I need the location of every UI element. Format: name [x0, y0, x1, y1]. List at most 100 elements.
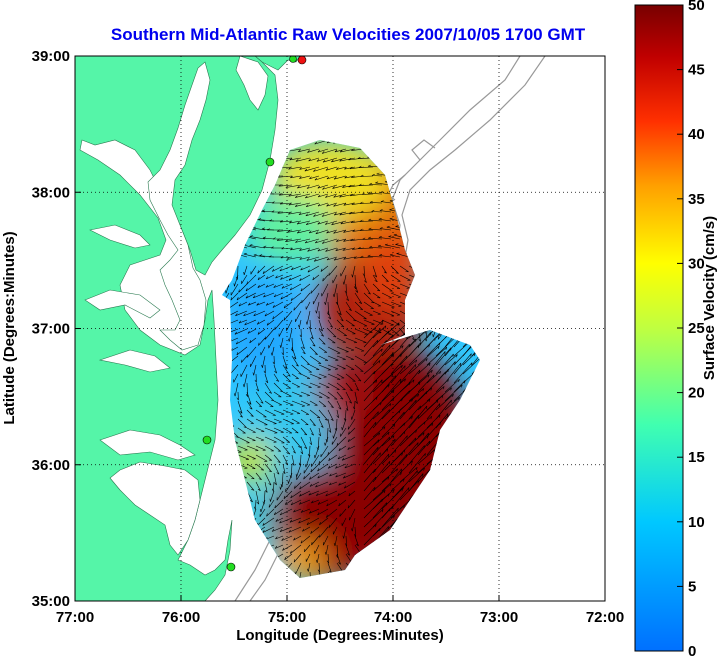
velocity-arrow	[297, 148, 311, 153]
velocity-arrow	[314, 544, 320, 554]
velocity-arrow	[275, 517, 284, 522]
velocity-arrow	[273, 373, 280, 382]
velocity-arrow	[363, 452, 381, 474]
velocity-arrow	[264, 481, 268, 493]
velocity-arrow	[264, 328, 275, 340]
velocity-arrow	[332, 274, 338, 284]
velocity-arrow	[307, 445, 311, 457]
velocity-arrow	[277, 211, 293, 214]
velocity-arrow	[236, 346, 248, 356]
velocity-arrow	[318, 328, 324, 337]
velocity-arrow	[327, 319, 333, 328]
velocity-arrow	[390, 274, 401, 282]
colorbar-tick-label: 15	[688, 449, 705, 466]
velocity-arrow	[288, 193, 302, 197]
velocity-arrow	[309, 328, 314, 340]
velocity-arrow	[399, 364, 416, 384]
velocity-arrow	[367, 191, 383, 195]
velocity-arrow	[266, 228, 283, 231]
velocity-arrow	[363, 292, 375, 304]
velocity-arrow	[408, 405, 421, 420]
station-marker	[289, 56, 297, 63]
velocity-arrow	[331, 220, 347, 226]
velocity-arrow	[282, 436, 290, 443]
velocity-arrow	[273, 400, 283, 406]
velocity-arrow	[309, 364, 320, 370]
velocity-arrow	[363, 319, 375, 325]
velocity-arrow	[266, 319, 275, 326]
velocity-arrow	[306, 184, 320, 189]
velocity-arrow	[379, 209, 392, 213]
velocity-arrow	[269, 490, 275, 502]
velocity-arrow	[262, 265, 275, 274]
velocity-arrow	[372, 325, 387, 339]
velocity-arrow	[408, 453, 426, 474]
velocity-arrow	[270, 246, 283, 249]
velocity-arrow	[271, 346, 275, 356]
velocity-arrow	[399, 480, 419, 501]
velocity-arrow	[321, 283, 329, 297]
velocity-arrow	[338, 499, 347, 507]
x-tick-label: 73:00	[480, 609, 518, 626]
velocity-arrow	[273, 418, 282, 423]
velocity-arrow	[237, 409, 243, 418]
velocity-arrow	[343, 229, 356, 233]
velocity-arrow	[246, 463, 256, 469]
velocity-arrow	[252, 364, 257, 376]
velocity-arrow	[264, 382, 272, 394]
velocity-arrow	[246, 481, 255, 491]
velocity-arrow	[281, 535, 293, 541]
velocity-arrow	[282, 382, 291, 389]
velocity-arrow	[426, 414, 441, 429]
velocity-arrow	[372, 301, 382, 307]
velocity-arrow	[300, 409, 310, 415]
velocity-arrow	[243, 265, 248, 275]
velocity-arrow	[265, 283, 275, 288]
velocity-arrow	[417, 422, 434, 438]
velocity-arrow	[244, 319, 257, 326]
velocity-arrow	[426, 386, 445, 402]
velocity-arrow	[343, 409, 347, 422]
velocity-arrow	[363, 527, 381, 546]
velocity-arrow	[327, 337, 336, 344]
velocity-arrow	[325, 247, 338, 252]
velocity-arrow	[320, 445, 329, 458]
velocity-arrow	[245, 283, 257, 292]
velocity-arrow	[299, 166, 311, 170]
velocity-arrow	[444, 396, 460, 411]
velocity-arrow	[318, 319, 323, 332]
velocity-arrow	[462, 352, 476, 366]
velocity-arrow	[313, 211, 329, 217]
velocity-arrow	[300, 355, 310, 365]
velocity-arrow	[332, 184, 347, 189]
velocity-arrow	[271, 265, 284, 272]
velocity-arrow	[380, 200, 392, 204]
velocity-arrow	[322, 157, 338, 163]
velocity-arrow	[372, 508, 391, 528]
velocity-arrow	[354, 355, 367, 363]
velocity-arrow	[304, 544, 311, 553]
velocity-arrow	[291, 427, 299, 434]
velocity-arrow	[279, 337, 284, 348]
velocity-arrow	[338, 445, 347, 452]
velocity-arrow	[390, 468, 402, 483]
y-tick-label: 39:00	[32, 48, 70, 65]
velocity-arrow	[255, 418, 268, 426]
velocity-arrow	[298, 517, 311, 524]
colorbar-tick-label: 10	[688, 514, 705, 531]
velocity-arrow	[390, 310, 401, 316]
velocity-arrow	[314, 238, 329, 244]
colorbar-tick-label: 50	[688, 0, 705, 14]
velocity-arrow	[408, 388, 425, 402]
velocity-arrow	[327, 382, 340, 390]
velocity-arrow	[426, 351, 446, 375]
velocity-arrow	[363, 396, 378, 411]
velocity-arrow	[261, 355, 266, 368]
velocity-arrow	[319, 526, 329, 538]
velocity-arrow	[381, 471, 402, 492]
velocity-arrow	[317, 193, 329, 198]
velocity-arrow	[306, 517, 320, 526]
velocity-arrow	[345, 328, 356, 335]
